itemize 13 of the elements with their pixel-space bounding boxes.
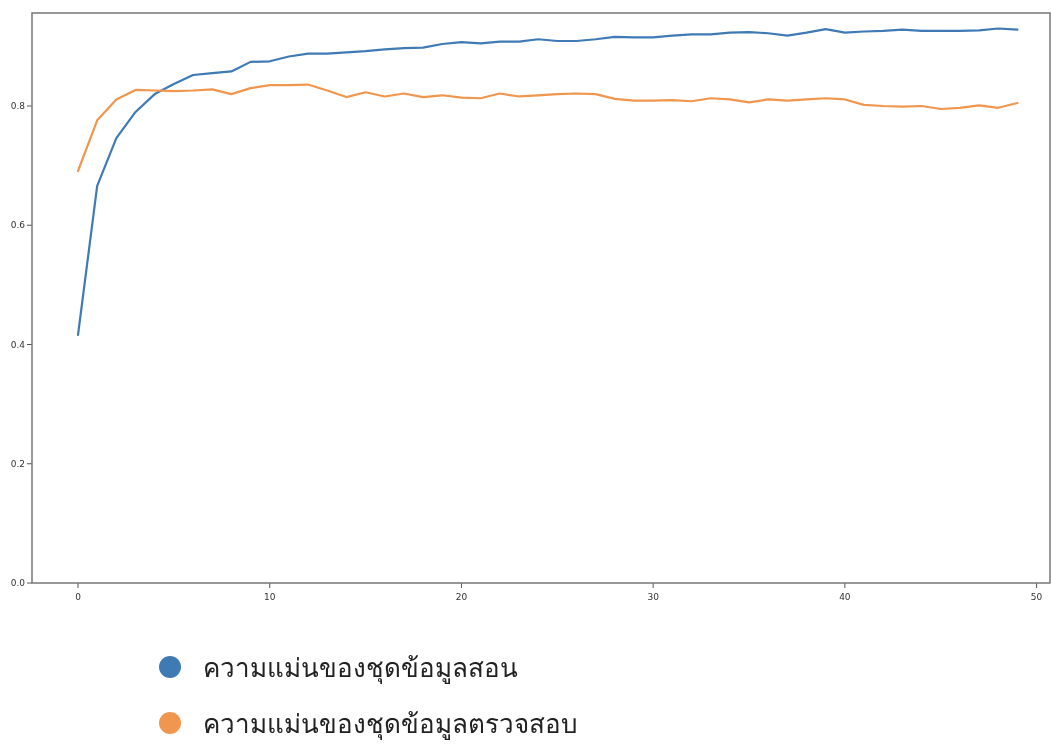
x-tick-label: 0 xyxy=(75,592,82,602)
legend-label: ความแม่นของชุดข้อมูลสอน xyxy=(203,653,518,684)
y-tick-label: 0.4 xyxy=(10,339,26,350)
x-tick-label: 50 xyxy=(1030,592,1043,602)
y-tick-label: 0.6 xyxy=(10,220,26,231)
y-tick-label: 0.2 xyxy=(10,458,25,469)
y-tick-label: 0.8 xyxy=(10,101,26,112)
x-tick-label: 20 xyxy=(455,592,468,602)
x-tick-label: 30 xyxy=(647,592,660,602)
legend-label: ความแม่นของชุดข้อมูลตรวจสอบ xyxy=(203,709,578,740)
x-tick-label: 40 xyxy=(839,592,851,602)
x-tick-label: 10 xyxy=(264,592,276,602)
y-tick-label: 0.0 xyxy=(10,578,26,588)
